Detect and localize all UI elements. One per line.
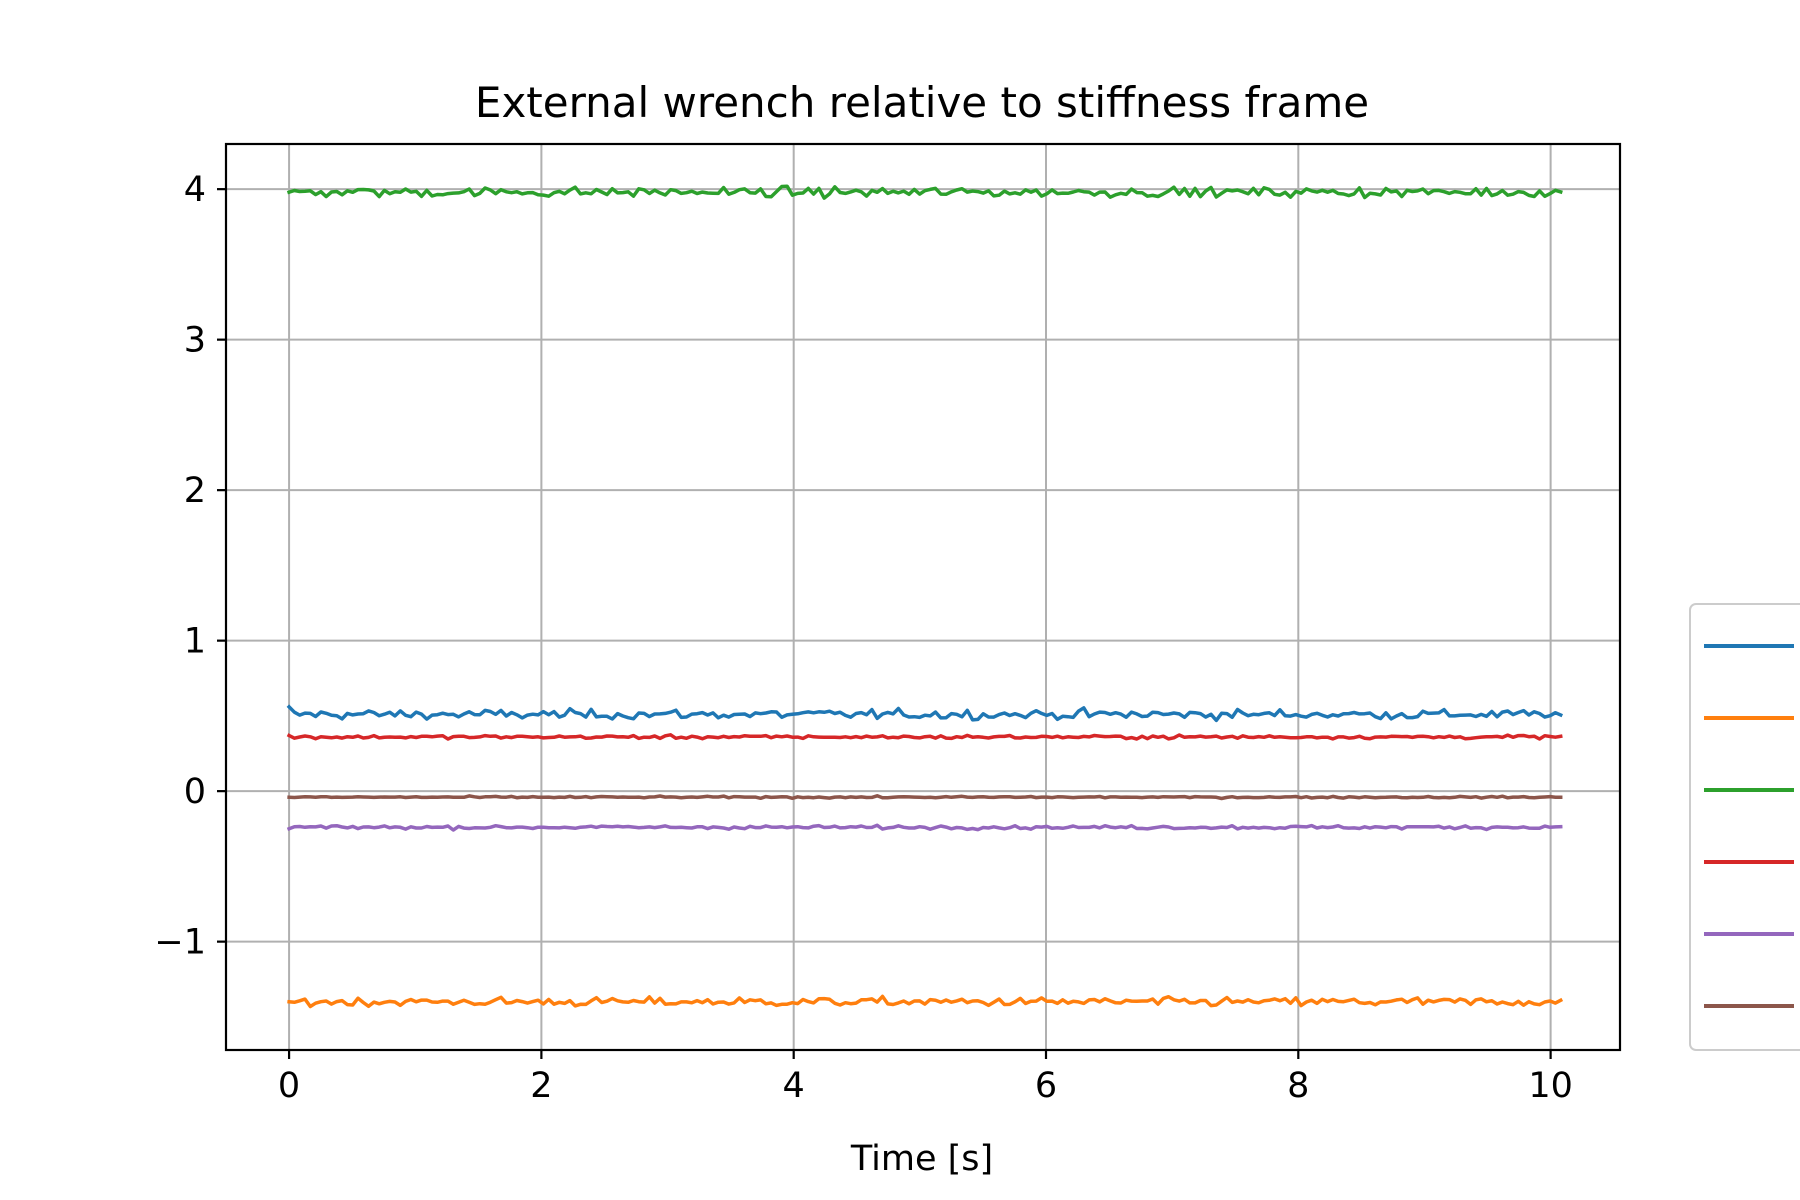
x-tick-label: 8 — [1287, 1066, 1309, 1106]
legend — [1689, 603, 1800, 1051]
plot-area-frame — [224, 142, 1622, 1052]
series-lines — [286, 184, 1564, 1009]
y-tick-label: −1 — [154, 923, 206, 963]
series-line-6 — [287, 794, 1563, 801]
x-tick-label: 6 — [1035, 1066, 1057, 1106]
x-tick-label: 2 — [530, 1066, 552, 1106]
x-axis-label: Time [s] — [850, 1139, 993, 1179]
axis-ticks: 0 2 4 6 8 10 −1 0 1 2 3 4 — [154, 170, 1572, 1106]
y-tick-label: 0 — [184, 772, 206, 812]
y-tick-label: 3 — [184, 321, 206, 361]
series-line-1 — [286, 704, 1564, 723]
legend-box — [1689, 603, 1800, 1051]
series-line-4 — [286, 733, 1563, 741]
y-tick-label: 2 — [184, 471, 206, 511]
x-tick-label: 0 — [278, 1066, 300, 1106]
chart-title: External wrench relative to stiffness fr… — [475, 78, 1369, 127]
series-line-3 — [286, 184, 1563, 200]
grid — [226, 144, 1620, 1050]
y-tick-label: 1 — [184, 622, 206, 662]
y-tick-label: 4 — [184, 170, 206, 210]
series-line-5 — [286, 823, 1563, 832]
x-tick-label: 10 — [1528, 1066, 1573, 1106]
series-line-2 — [287, 994, 1564, 1009]
x-tick-label: 4 — [783, 1066, 805, 1106]
